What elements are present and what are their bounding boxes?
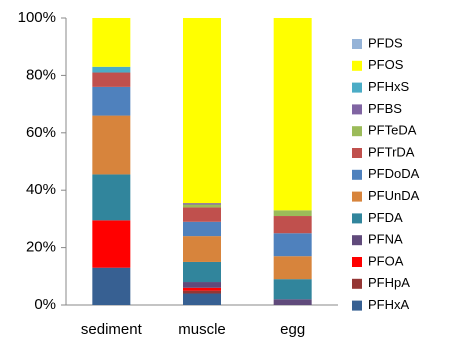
bar-segment [183,18,221,204]
bar-segment [273,233,312,257]
legend-label: PFNA [368,232,403,247]
bar-segment [92,66,131,73]
x-tick-label: sediment [81,321,143,338]
bar-segment [273,216,312,234]
bar-segment [183,236,221,262]
legend-swatch [352,148,362,158]
legend-swatch [352,300,362,311]
legend-swatch [352,60,362,71]
y-tick-label: 80% [26,66,56,83]
x-tick-label: muscle [178,321,226,338]
x-tick-label: egg [280,321,305,338]
bar-segment [92,115,131,175]
bar-segment [183,221,221,237]
legend-label: PFDA [368,210,403,225]
legend-label: PFHxS [368,79,410,94]
y-tick-label: 100% [18,9,56,26]
legend-swatch [352,104,362,115]
legend-label: PFOS [368,57,404,72]
legend-swatch [352,126,362,137]
y-tick-label: 40% [26,181,56,198]
legend-label: PFHpA [368,275,410,290]
bar-segment [92,18,131,67]
legend-label: PFOA [368,253,404,268]
y-tick-label: 60% [26,124,56,141]
y-tick-label: 0% [34,296,56,313]
bar-segment [92,72,131,87]
bar-segment [92,220,131,268]
legend-swatch [352,257,362,267]
bar-segment [183,293,221,305]
legend-label: PFTrDA [368,144,415,159]
legend-label: PFTeDA [368,123,417,138]
bar-segment [183,287,221,291]
bar-segment [183,290,221,294]
bar-segment [273,210,312,217]
legend-swatch [352,278,362,289]
legend-swatch [352,169,362,180]
bar-segment [183,261,221,283]
bar-segment [273,299,312,305]
bar-segment [273,279,312,300]
bar-segment [92,267,131,305]
bar-segment [92,174,131,221]
legend-swatch [352,39,362,49]
bar-segment [183,207,221,222]
legend-label: PFHxA [368,297,410,312]
bar-segment [183,203,221,205]
legend-swatch [352,213,362,224]
legend-label: PFUnDA [368,188,420,203]
bar-segment [92,86,131,116]
bar-segment [183,204,221,208]
legend-swatch [352,191,362,202]
legend-swatch [352,235,362,246]
legend-label: PFDS [368,35,403,50]
legend-label: PFDoDA [368,166,420,181]
y-tick-label: 20% [26,239,56,256]
legend-swatch [352,82,362,93]
bar-segment [273,256,312,280]
bar-segment [183,282,221,288]
bar-segment [273,18,312,211]
legend-label: PFBS [368,101,402,116]
